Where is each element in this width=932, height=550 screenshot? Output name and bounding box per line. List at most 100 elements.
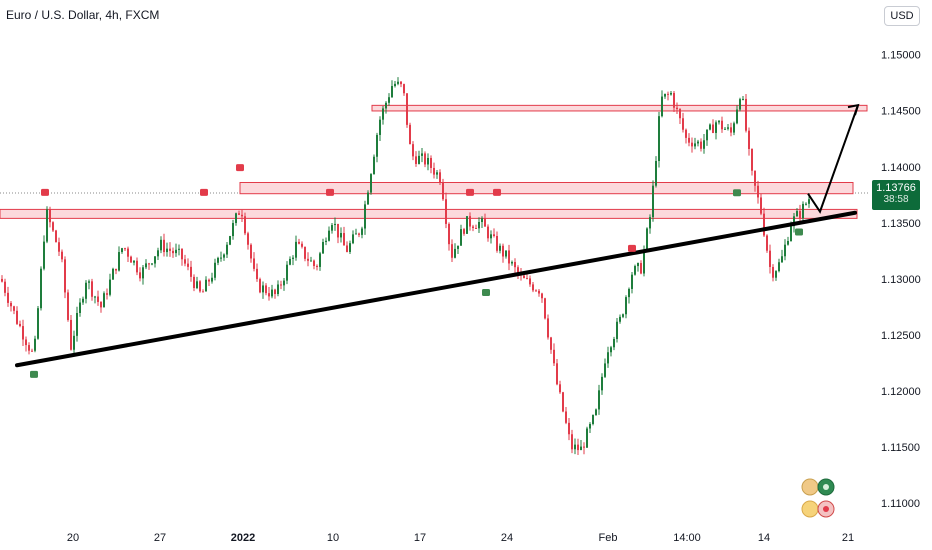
candle [610, 345, 612, 357]
x-tick-label: 20 [67, 532, 79, 544]
candle [106, 288, 108, 300]
candle [52, 221, 54, 233]
candle [691, 137, 693, 153]
candle-body [283, 280, 285, 286]
candle-body [553, 349, 555, 364]
projection-path [807, 104, 859, 214]
candle [262, 281, 264, 299]
candle [226, 242, 228, 258]
candle-body [463, 229, 465, 234]
candle-body [436, 172, 438, 175]
candle [583, 442, 585, 455]
candle-body [631, 274, 633, 289]
candle-body [808, 199, 810, 204]
candle-body [532, 284, 534, 291]
candle [436, 169, 438, 179]
candle-body [682, 118, 684, 130]
candle-body [718, 120, 720, 123]
candle [82, 296, 84, 305]
buy-signal-icon [795, 228, 803, 236]
candle [505, 250, 507, 259]
candle-body [220, 257, 222, 259]
buy-signal-icon [733, 189, 741, 197]
candle [175, 243, 177, 257]
candle [481, 216, 483, 228]
candle [739, 97, 741, 112]
candle-body [91, 281, 93, 297]
candle [460, 224, 462, 246]
candle-body [52, 222, 54, 231]
candle-body [550, 337, 552, 350]
candle [625, 295, 627, 319]
candle [493, 228, 495, 238]
candle-body [274, 289, 276, 295]
candle-body [481, 218, 483, 223]
price-axis[interactable]: 1.15000 1.14500 1.14000 1.13500 1.13000 1.125… [881, 50, 921, 511]
candle [457, 245, 459, 254]
candle-body [58, 242, 60, 252]
candle-body [229, 236, 231, 245]
candle [76, 306, 78, 342]
candle [715, 120, 717, 140]
candle-body [679, 109, 681, 119]
candle [646, 227, 648, 252]
candle [586, 426, 588, 449]
candle-body [25, 339, 27, 346]
candle [463, 227, 465, 236]
candle-body [754, 170, 756, 186]
candle [28, 342, 30, 355]
candle [763, 207, 765, 238]
sell-signal-icon [41, 188, 49, 196]
candle-body [664, 93, 666, 97]
candle-body [415, 156, 417, 164]
currency-button[interactable]: USD [884, 6, 920, 26]
candle [397, 77, 399, 86]
candle [466, 216, 468, 234]
candle [769, 244, 771, 274]
candle-body [451, 244, 453, 258]
candle [661, 90, 663, 118]
candle-body [94, 296, 96, 298]
candle-body [385, 102, 387, 109]
candle [472, 224, 474, 232]
candle-body [88, 281, 90, 283]
candle [685, 128, 687, 144]
last-price-value: 1.13766 [876, 182, 916, 194]
candle-body [109, 279, 111, 295]
candle-body [361, 228, 363, 235]
buy-signal-icon [30, 370, 38, 378]
candle [235, 212, 237, 226]
candle [154, 256, 156, 268]
candle [787, 236, 789, 246]
candle [79, 298, 81, 317]
candle [115, 268, 117, 275]
candle-body [613, 338, 615, 348]
candle-body [562, 392, 564, 412]
candle [655, 156, 657, 188]
candle [367, 190, 369, 205]
candle-body [505, 250, 507, 257]
candle [544, 297, 546, 320]
candle [190, 260, 192, 282]
candle-body [589, 423, 591, 429]
candle [223, 253, 225, 261]
candle [346, 241, 348, 253]
candle [301, 241, 303, 249]
candle [247, 231, 249, 250]
candle [385, 101, 387, 114]
candle-body [766, 235, 768, 251]
candle [601, 373, 603, 395]
candle [355, 228, 357, 235]
candle [727, 124, 729, 131]
candle-body [514, 261, 516, 268]
y-tick-label: 1.11000 [881, 498, 920, 510]
candle [334, 217, 336, 231]
candle [13, 305, 15, 315]
candle [220, 251, 222, 262]
last-price-badge: 1.13766 38:58 [872, 180, 920, 210]
candle-body [685, 129, 687, 138]
candle-body [793, 216, 795, 227]
candle-body [442, 182, 444, 200]
time-axis[interactable]: 20 27 2022 10 17 24 Feb 14:00 14 21 [67, 532, 854, 544]
